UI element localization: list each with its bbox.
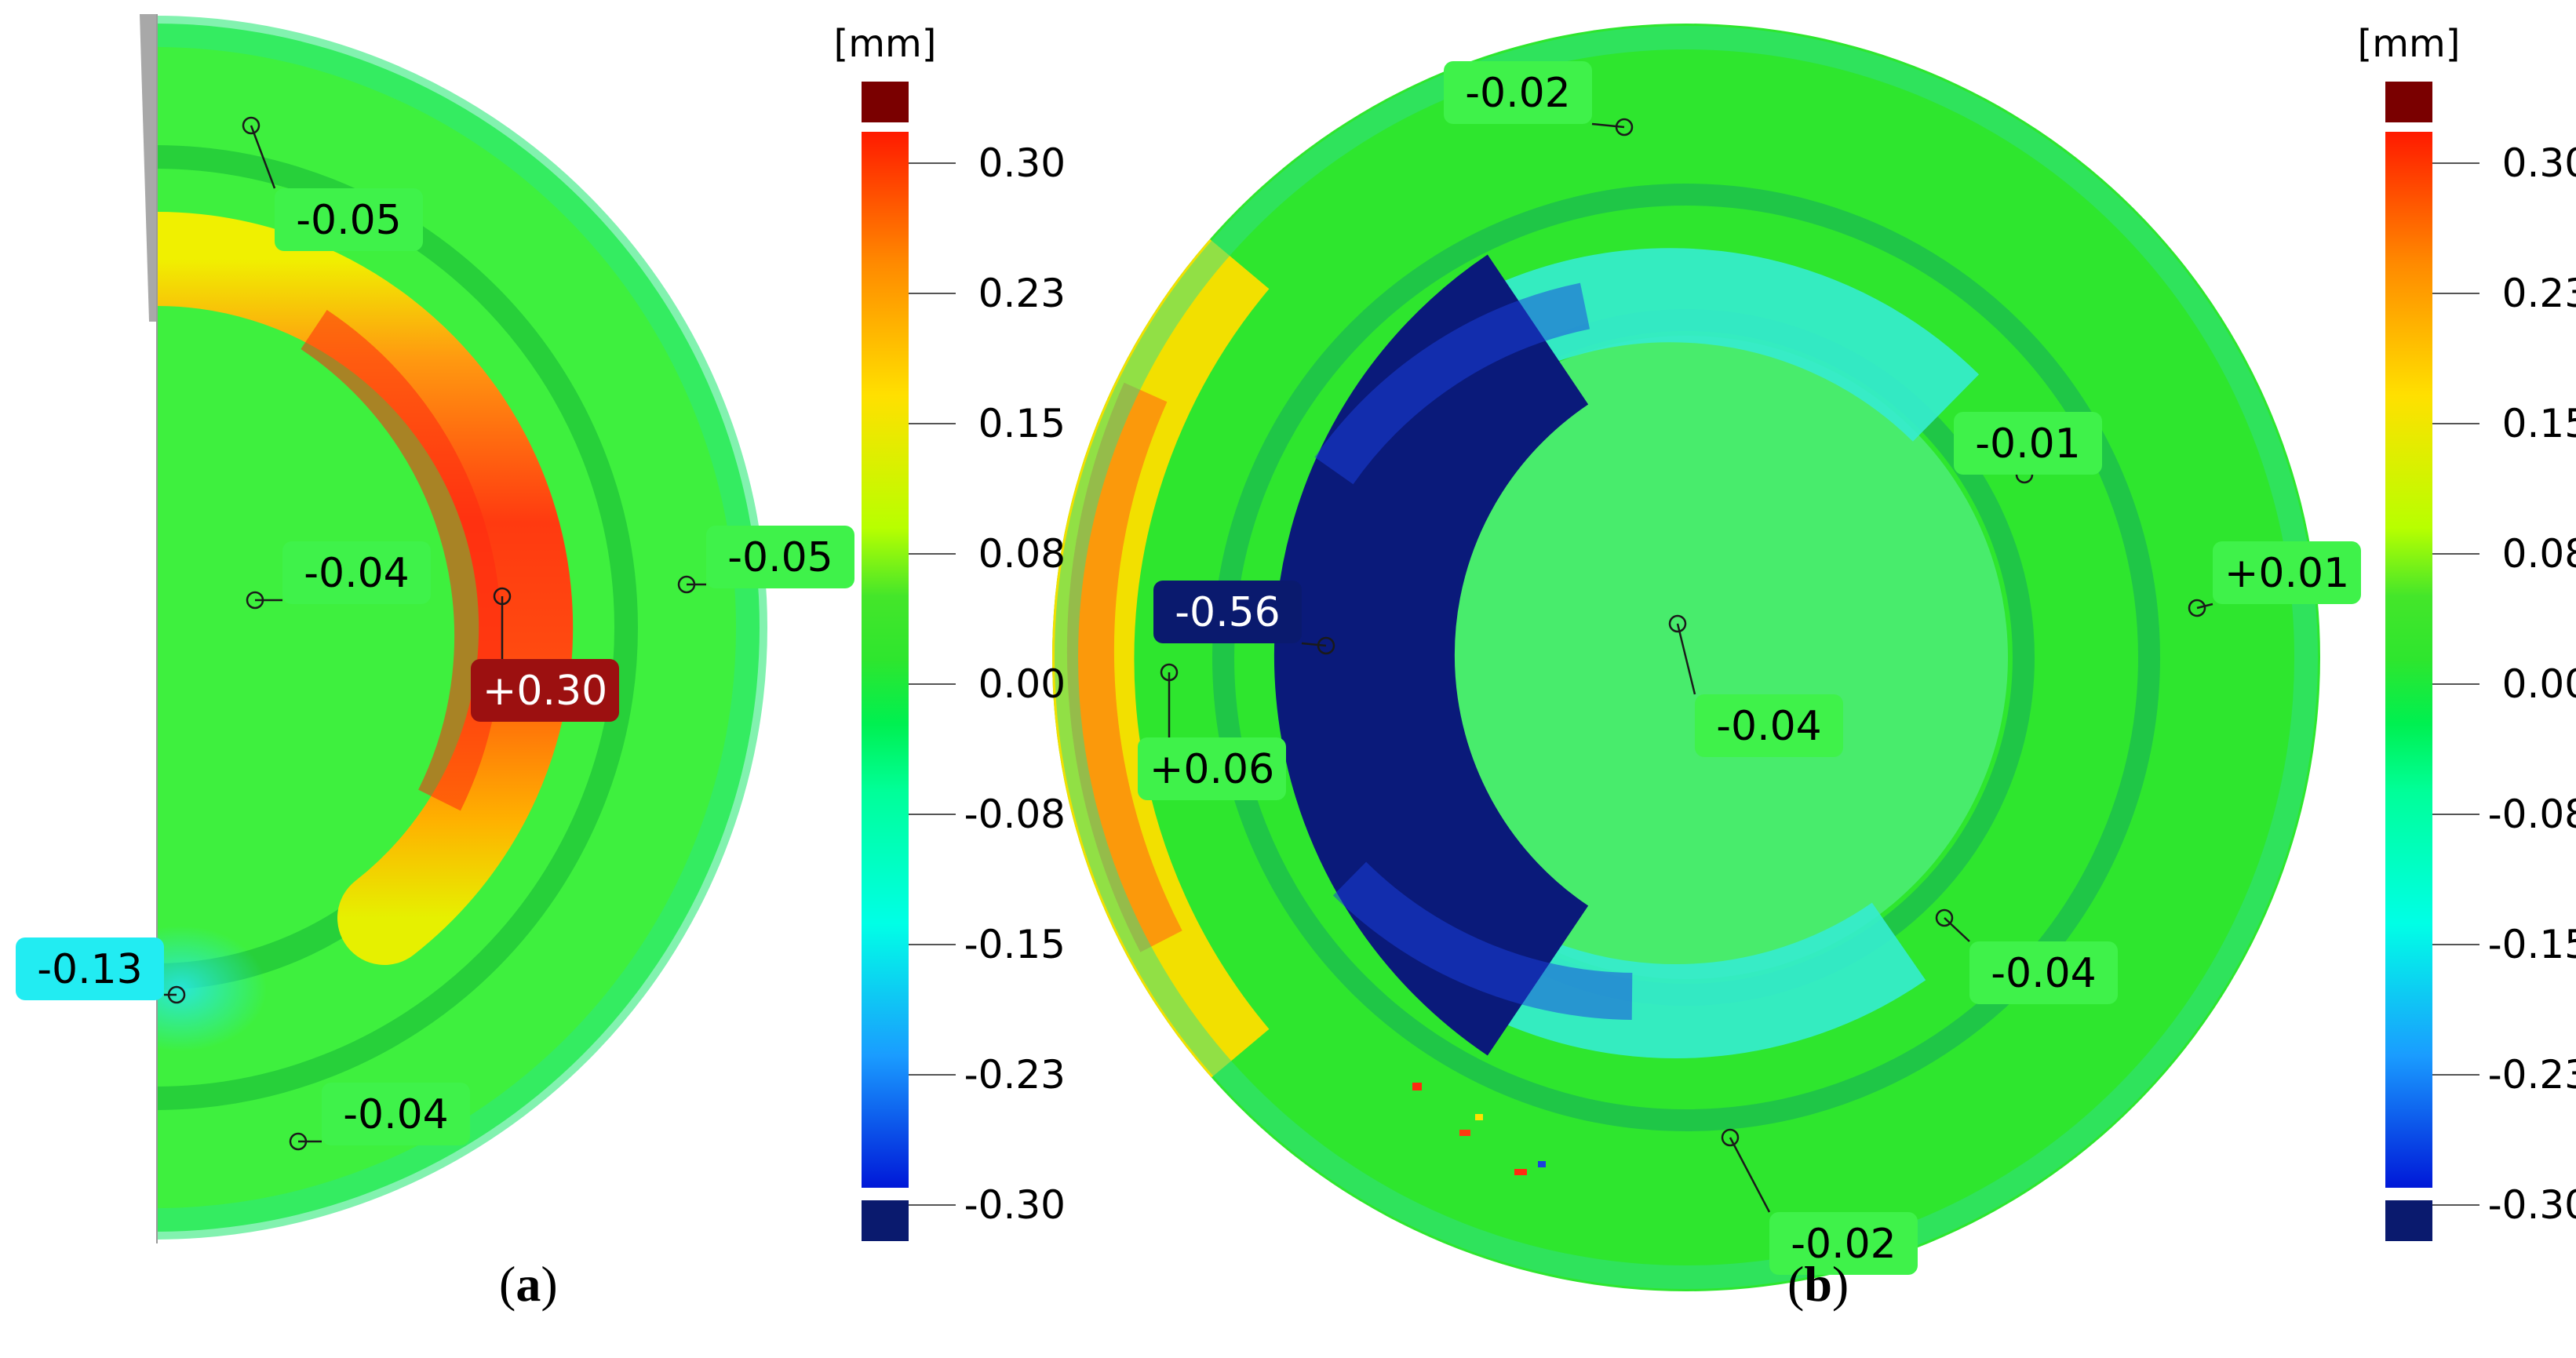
deviation-label-box — [1695, 694, 1843, 757]
deviation-label-box — [471, 659, 619, 722]
scale-gradient — [862, 132, 909, 1188]
scale-unit: [mm] — [834, 22, 937, 66]
scale-tick-label: 0.23 — [2502, 271, 2576, 316]
probe-point-marker — [2188, 599, 2206, 617]
panel-a-labels: -0.05 -0.04 -0.05 +0.30 -0.13 -0.04 — [16, 116, 854, 1151]
deviation-value: -0.02 — [1791, 1221, 1896, 1268]
deviation-label-box — [282, 541, 431, 604]
deviation-label-box — [1969, 941, 2118, 1004]
scale-tick-label: -0.30 — [2488, 1182, 2576, 1228]
scale-tick-label: -0.30 — [964, 1182, 1066, 1228]
deviation-value: -0.05 — [296, 197, 402, 244]
scale-tick-label: 0.08 — [2502, 531, 2576, 577]
probe-point-marker — [289, 1132, 308, 1151]
scale-tick-label: 0.15 — [2502, 401, 2576, 446]
scale-tick-label: 0.30 — [978, 140, 1066, 186]
probe-point-marker — [1935, 908, 1954, 927]
deviation-value: -0.04 — [304, 550, 410, 597]
panel-b-caption: (b) — [1787, 1256, 1849, 1312]
probe-point-marker — [1721, 1128, 1740, 1147]
scale-tick-label: -0.08 — [2488, 792, 2576, 837]
scale-ticks-a: 0.30 0.23 0.15 0.08 0.00 -0.08 -0.15 -0.23 -0.30 — [909, 140, 1066, 1228]
deviation-label-box — [2213, 541, 2361, 604]
scale-tick-label: 0.00 — [978, 661, 1066, 707]
deviation-label-box — [322, 1083, 470, 1145]
scale-under-swatch — [2385, 1200, 2432, 1241]
probe-point-marker — [677, 575, 696, 594]
leader-line — [250, 125, 276, 189]
deviation-value: -0.05 — [727, 534, 833, 581]
scale-tick-label: -0.15 — [2488, 922, 2576, 967]
panel-b-labels: -0.02 -0.01 +0.01 -0.56 +0.06 -0.04 -0.04 -0.02 — [1138, 61, 2361, 1275]
deviation-label-box — [1954, 412, 2102, 475]
probe-point-marker — [1615, 118, 1634, 137]
probe-point-marker — [1668, 614, 1687, 633]
scale-tick-label: -0.23 — [964, 1052, 1066, 1098]
color-scale-a: [mm] — [834, 22, 937, 1241]
deviation-value: -0.04 — [1991, 950, 2097, 997]
deviation-label-box — [1153, 581, 1302, 643]
probe-point-marker — [167, 985, 186, 1004]
scale-gradient — [2385, 132, 2432, 1188]
color-scale-b: [mm] — [2358, 22, 2461, 1241]
scale-under-swatch — [862, 1200, 909, 1241]
deviation-value: -0.02 — [1465, 70, 1571, 117]
leader-line — [1729, 1137, 1771, 1213]
deviation-label-box — [1444, 61, 1592, 124]
deviation-value: -0.13 — [37, 946, 143, 993]
probe-point-marker — [246, 591, 264, 610]
deviation-value: +0.06 — [1150, 746, 1274, 793]
leader-line — [1591, 122, 1625, 129]
probe-point-marker — [242, 116, 261, 135]
scale-tick-label: 0.30 — [2502, 140, 2576, 186]
deviation-label-box — [1138, 737, 1286, 800]
probe-point-marker — [493, 587, 512, 606]
scale-ticks-b: 0.30 0.23 0.15 0.08 0.00 -0.08 -0.15 -0.23 -0.30 — [2432, 140, 2576, 1228]
scale-tick-label: 0.23 — [978, 271, 1066, 316]
deviation-label-box — [16, 937, 164, 1000]
scale-tick-label: -0.23 — [2488, 1052, 2576, 1098]
deviation-label-box — [275, 188, 423, 251]
deviation-label-box — [706, 526, 854, 588]
probe-point-marker — [1160, 663, 1179, 682]
panel-a-map — [140, 14, 767, 1243]
leader-line — [1676, 623, 1696, 695]
probe-point-marker — [1317, 636, 1335, 655]
deviation-value: -0.04 — [1716, 703, 1822, 750]
scale-tick-label: 0.08 — [978, 531, 1066, 577]
scale-over-swatch — [2385, 82, 2432, 122]
scale-tick-label: -0.08 — [964, 792, 1066, 837]
deviation-value: +0.30 — [483, 668, 607, 715]
panel-a-caption: (a) — [499, 1256, 558, 1312]
leader-line — [1944, 917, 1970, 942]
scale-unit: [mm] — [2358, 22, 2461, 66]
deviation-label-box — [1769, 1212, 1918, 1275]
deviation-value: -0.56 — [1175, 589, 1281, 636]
scale-tick-label: 0.15 — [978, 401, 1066, 446]
deviation-value: -0.01 — [1975, 421, 2081, 468]
scale-tick-label: 0.00 — [2502, 661, 2576, 707]
scale-over-swatch — [862, 82, 909, 122]
deviation-value: +0.01 — [2224, 550, 2349, 597]
deviation-value: -0.04 — [343, 1091, 449, 1138]
leader-line — [1301, 642, 1327, 647]
scale-tick-label: -0.15 — [964, 922, 1066, 967]
